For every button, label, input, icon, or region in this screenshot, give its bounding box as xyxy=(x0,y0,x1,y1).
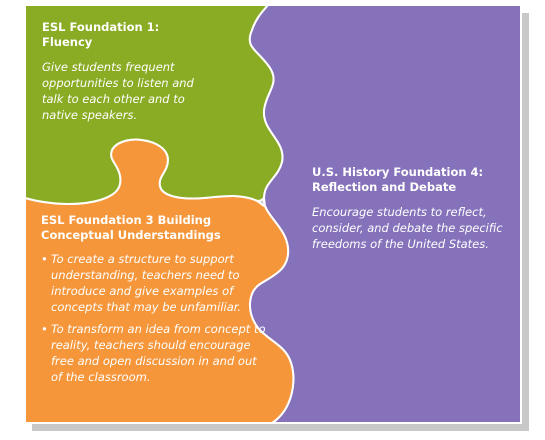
list-item: • To create a structure to support under… xyxy=(41,251,266,315)
esl-foundation-3-title: ESL Foundation 3 Building Conceptual Und… xyxy=(41,213,221,242)
esl-foundation-3-block: ESL Foundation 3 Building Conceptual Und… xyxy=(41,213,266,391)
green-puzzle-piece xyxy=(24,4,284,205)
esl-foundation-1-title: ESL Foundation 1: Fluency xyxy=(42,20,160,49)
history-foundation-4-title: U.S. History Foundation 4: Reflection an… xyxy=(312,165,484,194)
bullet-icon: • xyxy=(41,252,48,266)
list-item-text: To transform an idea from concept to rea… xyxy=(51,322,266,384)
esl-foundation-1-body: Give students frequent opportunities to … xyxy=(42,60,194,122)
list-item-text: To create a structure to support underst… xyxy=(51,252,242,314)
esl-foundation-3-list: • To create a structure to support under… xyxy=(41,251,266,385)
list-item: • To transform an idea from concept to r… xyxy=(41,321,266,385)
bullet-icon: • xyxy=(41,322,48,336)
esl-foundation-1-block: ESL Foundation 1: Fluency Give students … xyxy=(42,20,212,123)
history-foundation-4-block: U.S. History Foundation 4: Reflection an… xyxy=(312,165,507,252)
history-foundation-4-body: Encourage students to reflect, consider,… xyxy=(312,205,503,251)
